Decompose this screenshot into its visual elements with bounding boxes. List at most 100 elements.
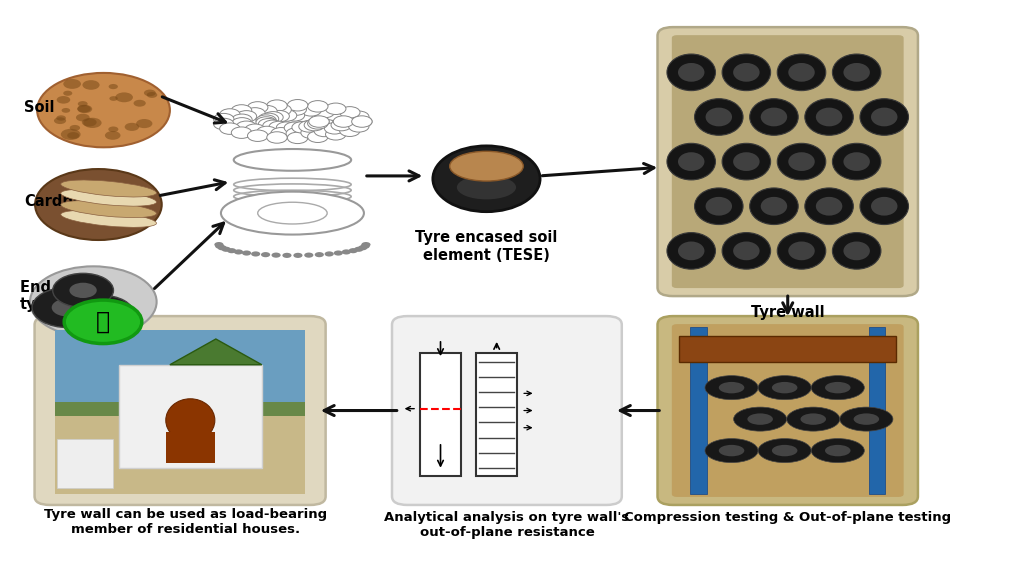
Circle shape xyxy=(82,118,96,126)
Circle shape xyxy=(288,132,308,144)
Ellipse shape xyxy=(750,188,798,225)
Circle shape xyxy=(56,116,66,121)
Ellipse shape xyxy=(678,242,705,260)
Circle shape xyxy=(307,118,328,129)
Ellipse shape xyxy=(733,407,786,431)
Circle shape xyxy=(78,105,92,113)
Circle shape xyxy=(301,105,322,116)
Ellipse shape xyxy=(816,108,843,126)
Ellipse shape xyxy=(678,63,705,82)
Ellipse shape xyxy=(833,54,881,91)
Circle shape xyxy=(70,283,96,298)
Circle shape xyxy=(133,100,145,106)
Text: Compression testing & Out-of-plane testing: Compression testing & Out-of-plane testi… xyxy=(625,511,951,524)
Circle shape xyxy=(299,121,319,132)
Circle shape xyxy=(231,127,252,139)
Text: Cardboard: Cardboard xyxy=(24,194,111,209)
Circle shape xyxy=(63,91,73,96)
FancyBboxPatch shape xyxy=(672,324,903,497)
Circle shape xyxy=(56,96,71,104)
Circle shape xyxy=(35,169,162,240)
Text: Tyre wall can be used as load-bearing
member of residential houses.: Tyre wall can be used as load-bearing me… xyxy=(44,508,327,536)
Circle shape xyxy=(286,128,306,139)
Ellipse shape xyxy=(60,189,157,206)
Bar xyxy=(55,402,305,416)
Ellipse shape xyxy=(844,63,870,82)
Circle shape xyxy=(51,298,84,317)
Ellipse shape xyxy=(722,232,771,269)
Circle shape xyxy=(269,110,290,122)
Circle shape xyxy=(60,129,81,140)
FancyBboxPatch shape xyxy=(35,316,326,505)
Circle shape xyxy=(351,116,372,127)
Circle shape xyxy=(292,122,312,133)
Circle shape xyxy=(242,251,251,256)
Circle shape xyxy=(333,116,353,127)
Ellipse shape xyxy=(761,108,787,126)
Ellipse shape xyxy=(844,242,870,260)
Circle shape xyxy=(214,242,223,247)
Ellipse shape xyxy=(801,413,826,425)
Bar xyxy=(690,327,707,494)
Circle shape xyxy=(269,121,290,133)
Circle shape xyxy=(231,114,252,125)
Ellipse shape xyxy=(733,63,760,82)
Ellipse shape xyxy=(833,232,881,269)
Circle shape xyxy=(231,118,252,129)
Circle shape xyxy=(299,111,319,122)
Text: End of life: End of life xyxy=(19,280,103,295)
Ellipse shape xyxy=(758,439,811,463)
Ellipse shape xyxy=(678,152,705,171)
Circle shape xyxy=(54,117,67,124)
Ellipse shape xyxy=(840,407,893,431)
Circle shape xyxy=(110,96,118,101)
Circle shape xyxy=(116,93,133,102)
Circle shape xyxy=(256,115,276,126)
Circle shape xyxy=(286,104,306,116)
Ellipse shape xyxy=(60,180,157,197)
Circle shape xyxy=(251,251,260,256)
Circle shape xyxy=(285,122,304,133)
Text: tyre: tyre xyxy=(19,297,53,312)
Ellipse shape xyxy=(719,445,744,457)
Ellipse shape xyxy=(433,146,540,212)
Circle shape xyxy=(68,132,79,139)
Circle shape xyxy=(325,251,334,256)
Circle shape xyxy=(87,305,116,321)
Circle shape xyxy=(354,247,364,252)
Ellipse shape xyxy=(788,63,815,82)
Ellipse shape xyxy=(816,197,843,216)
Circle shape xyxy=(283,253,292,258)
Ellipse shape xyxy=(811,439,864,463)
Ellipse shape xyxy=(844,152,870,171)
Ellipse shape xyxy=(60,210,157,227)
Ellipse shape xyxy=(722,54,771,91)
Circle shape xyxy=(32,288,103,328)
Ellipse shape xyxy=(733,242,760,260)
Ellipse shape xyxy=(667,143,716,180)
Circle shape xyxy=(326,103,346,114)
Ellipse shape xyxy=(833,143,881,180)
Circle shape xyxy=(325,109,345,121)
Circle shape xyxy=(245,124,265,136)
Circle shape xyxy=(125,123,139,131)
Text: Soil: Soil xyxy=(24,99,54,115)
Ellipse shape xyxy=(706,197,732,216)
Circle shape xyxy=(267,132,287,143)
Circle shape xyxy=(348,121,369,132)
Text: Tyre wall: Tyre wall xyxy=(751,305,824,320)
Ellipse shape xyxy=(788,152,815,171)
Circle shape xyxy=(271,128,291,139)
FancyBboxPatch shape xyxy=(657,27,918,296)
Circle shape xyxy=(309,116,329,127)
Circle shape xyxy=(340,125,360,136)
Ellipse shape xyxy=(60,201,157,217)
Circle shape xyxy=(146,92,158,98)
Circle shape xyxy=(65,300,141,344)
Ellipse shape xyxy=(805,99,853,135)
Bar xyxy=(166,432,215,463)
Circle shape xyxy=(331,120,351,131)
Circle shape xyxy=(214,118,233,130)
Circle shape xyxy=(52,273,114,308)
Text: Analytical analysis on tyre wall's
out-of-plane resistance: Analytical analysis on tyre wall's out-o… xyxy=(384,511,630,539)
